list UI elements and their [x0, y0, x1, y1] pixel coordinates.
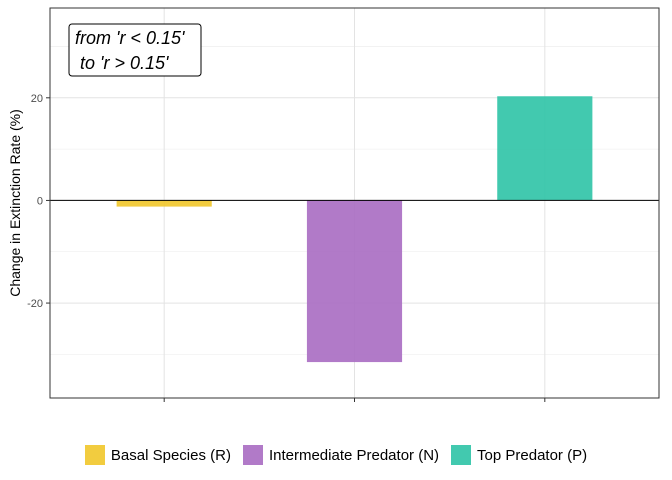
legend-label: Top Predator (P): [477, 446, 588, 464]
y-tick-label: -20: [27, 298, 43, 310]
legend-item: Top Predator (P): [451, 445, 587, 465]
legend-item: Basal Species (R): [84, 445, 231, 465]
annotation-line: from 'r < 0.15': [75, 28, 185, 48]
y-axis-label: Change in Extinction Rate (%): [7, 109, 23, 297]
bar: [306, 200, 403, 363]
y-tick-label: 0: [37, 195, 43, 207]
bar: [497, 96, 593, 201]
y-tick-label: 20: [31, 93, 43, 105]
bars: [116, 96, 593, 363]
y-axis: -20 0 20: [27, 93, 50, 310]
annotation-box: from 'r < 0.15' to 'r > 0.15': [68, 23, 202, 77]
legend-key: [242, 445, 263, 465]
legend-key: [84, 445, 105, 465]
bar: [116, 200, 212, 207]
x-axis: [163, 398, 546, 402]
legend-label: Basal Species (R): [110, 446, 231, 464]
legend-key: [451, 445, 472, 465]
annotation-line: to 'r > 0.15': [75, 53, 169, 73]
legend: Basal Species (R) Intermediate Predator (…: [0, 441, 672, 469]
legend-label: Intermediate Predator (N): [268, 446, 440, 464]
legend-item: Intermediate Predator (N): [242, 445, 440, 465]
